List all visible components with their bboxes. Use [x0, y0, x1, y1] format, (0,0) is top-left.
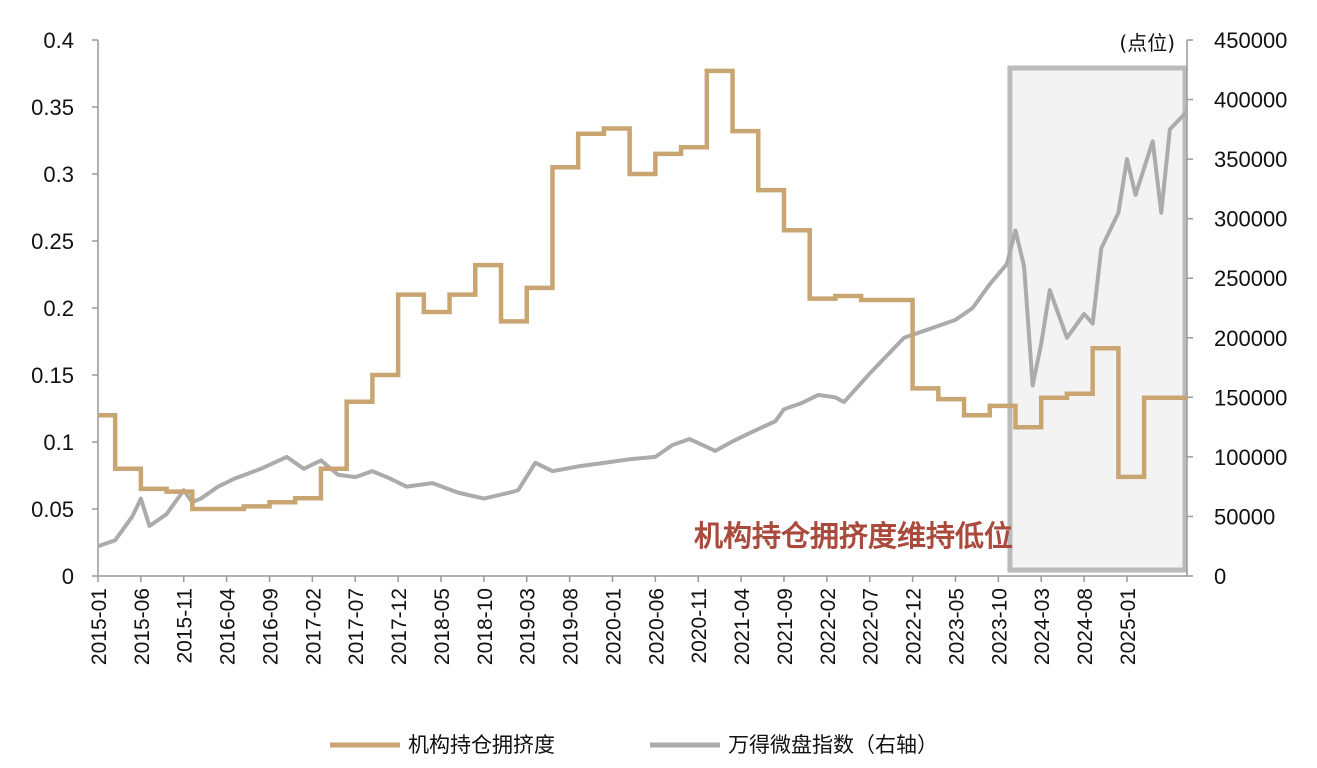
- left-tick-label: 0.1: [43, 430, 74, 455]
- legend: 机构持仓拥挤度 万得微盘指数（右轴）: [330, 733, 938, 757]
- x-tick-label: 2021-04: [731, 588, 754, 665]
- right-tick-label: 250000: [1214, 266, 1287, 291]
- x-tick-label: 2019-08: [560, 588, 583, 665]
- x-tick-label: 2025-01: [1117, 588, 1140, 665]
- right-tick-label: 300000: [1214, 207, 1287, 232]
- x-tick-label: 2018-10: [474, 588, 497, 665]
- right-tick-label: 0: [1214, 564, 1226, 589]
- x-tick-label: 2018-05: [431, 588, 454, 665]
- right-tick-label: 100000: [1214, 445, 1287, 470]
- left-tick-label: 0.25: [31, 229, 74, 254]
- x-tick-label: 2020-01: [602, 588, 625, 665]
- chart-annotation: 机构持仓拥挤度维持低位: [694, 519, 1013, 553]
- x-tick-label: 2015-06: [131, 588, 154, 665]
- x-tick-label: 2021-09: [774, 588, 797, 665]
- legend-label-index: 万得微盘指数（右轴）: [728, 733, 938, 757]
- right-axis-unit-label: (点位): [1119, 31, 1175, 55]
- left-tick-label: 0: [62, 564, 74, 589]
- left-tick-label: 0.05: [31, 497, 74, 522]
- right-tick-label: 350000: [1214, 147, 1287, 172]
- highlight-region: [1007, 65, 1188, 573]
- left-tick-label: 0.35: [31, 95, 74, 120]
- x-tick-label: 2017-07: [345, 588, 368, 665]
- x-tick-label: 2015-01: [88, 588, 111, 665]
- x-tick-label: 2023-10: [988, 588, 1011, 665]
- series-layer: [97, 68, 1189, 549]
- left-tick-label: 0.2: [43, 296, 74, 321]
- left-tick-label: 0.3: [43, 162, 74, 187]
- right-tick-label: 200000: [1214, 326, 1287, 351]
- x-tick-label: 2022-02: [817, 588, 840, 665]
- x-tick-label: 2024-08: [1074, 588, 1097, 665]
- x-tick-label: 2020-11: [688, 588, 711, 664]
- x-tick-label: 2017-02: [302, 588, 325, 665]
- x-tick-label: 2024-03: [1031, 588, 1054, 665]
- highlight-box: [1007, 65, 1188, 573]
- x-tick-label: 2016-04: [217, 588, 240, 665]
- x-tick-label: 2022-07: [860, 588, 883, 665]
- x-tick-label: 2017-12: [388, 588, 411, 665]
- series-line-index: [97, 110, 1189, 549]
- right-tick-label: 400000: [1214, 88, 1287, 113]
- x-tick-label: 2016-09: [259, 588, 282, 665]
- x-tick-label: 2022-12: [903, 588, 926, 665]
- series-line-crowding: [98, 68, 1187, 512]
- x-tick-label: 2015-11: [174, 588, 197, 664]
- right-tick-label: 150000: [1214, 385, 1287, 410]
- x-tick-label: 2019-03: [517, 588, 540, 665]
- axes: 0 0.05 0.1 0.15 0.2 0.25 0.3 0.35 0.4 0 50000 10000…: [31, 28, 1287, 665]
- left-tick-label: 0.4: [43, 28, 74, 53]
- right-tick-label: 450000: [1214, 28, 1287, 53]
- left-tick-label: 0.15: [31, 363, 74, 388]
- x-tick-label: 2020-06: [645, 588, 668, 665]
- right-tick-label: 50000: [1214, 504, 1275, 529]
- x-tick-label: 2023-05: [945, 588, 968, 665]
- legend-label-crowding: 机构持仓拥挤度: [408, 733, 555, 757]
